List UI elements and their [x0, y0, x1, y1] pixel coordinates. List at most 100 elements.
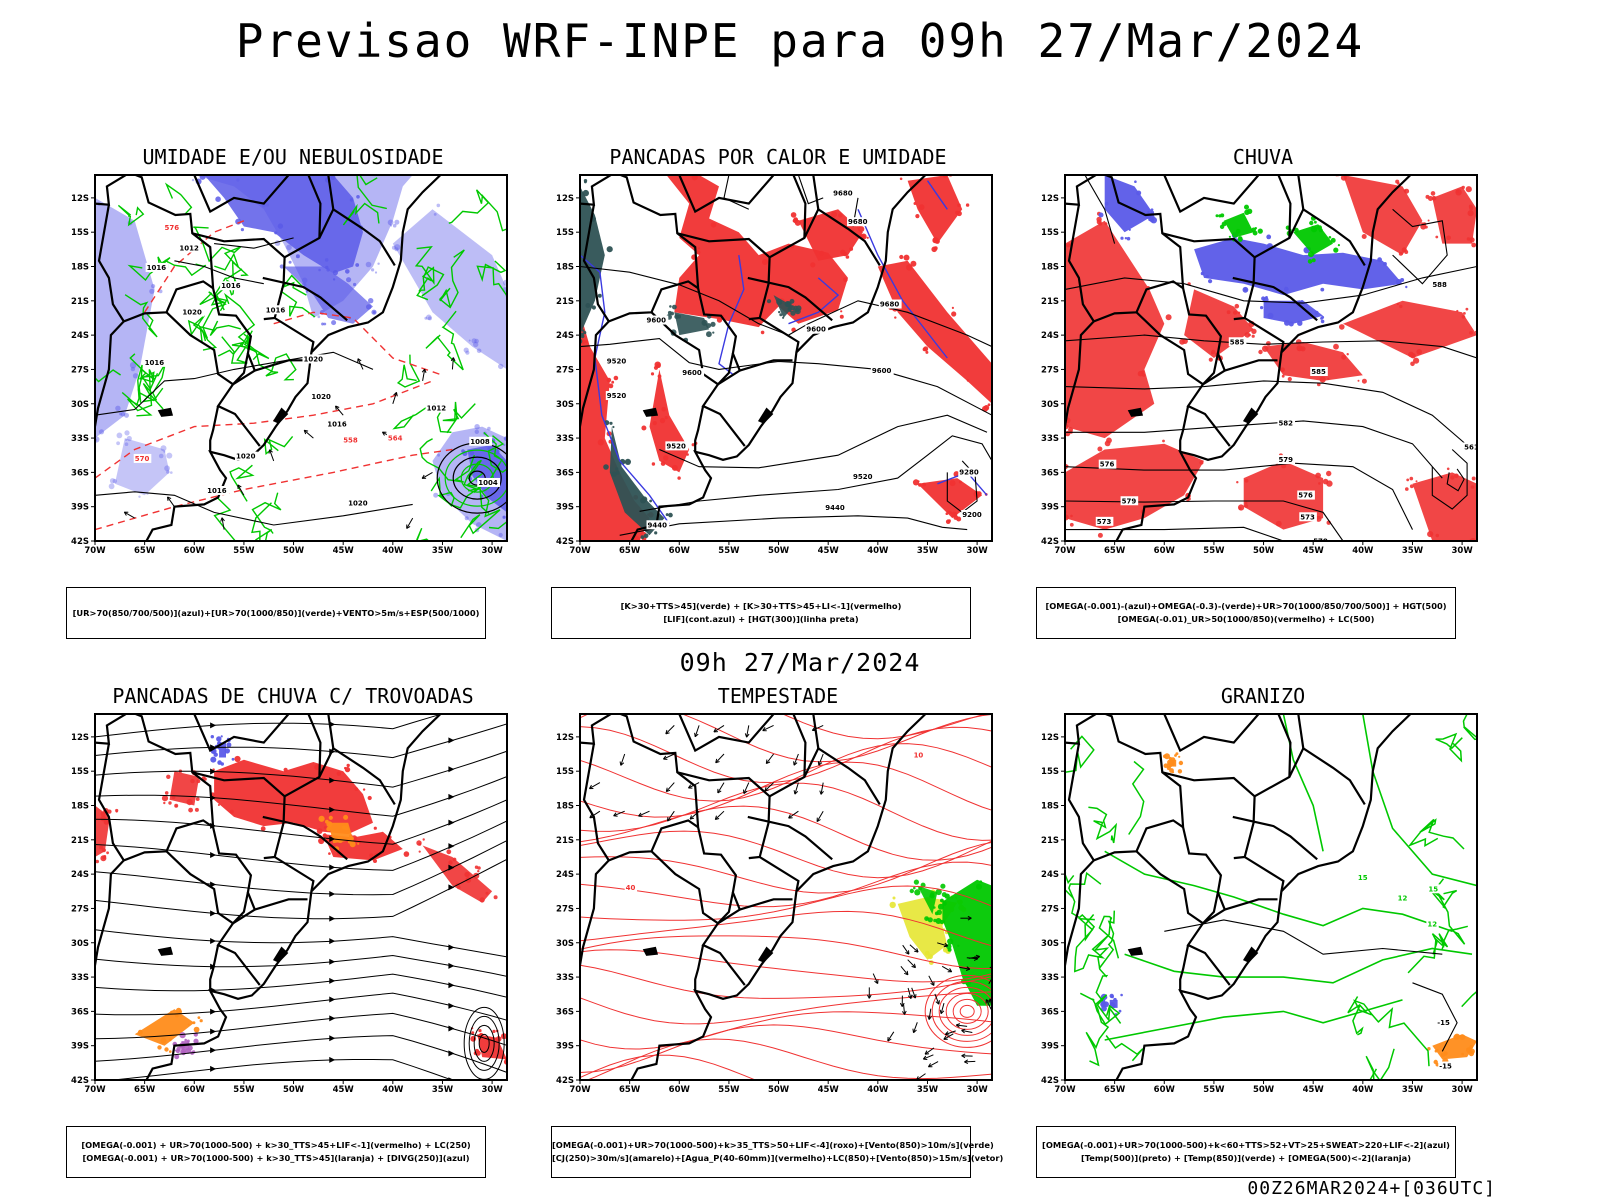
streamline-arrow	[448, 864, 455, 871]
field-speck	[663, 455, 669, 461]
field-speck	[465, 350, 470, 355]
panel-title: PANCADAS POR CALOR E UMIDADE	[609, 145, 947, 169]
country-border	[95, 859, 125, 972]
field-speck	[1120, 993, 1123, 997]
field-speck	[1068, 427, 1073, 433]
streamline-arrow	[329, 777, 336, 784]
field-speck	[1427, 531, 1434, 538]
moisture-contour	[141, 363, 166, 410]
field-speck	[326, 268, 330, 272]
field-speck	[319, 818, 323, 822]
contour-label: 10	[914, 751, 924, 759]
wind-vector-head	[717, 788, 722, 794]
field-speck	[1454, 473, 1459, 479]
field-speck	[1284, 286, 1289, 292]
contour-label-bg	[1436, 1018, 1454, 1028]
moisture-contour	[137, 377, 164, 403]
lon-label: 30W	[1451, 546, 1473, 556]
wind-vector	[765, 753, 774, 764]
country-border	[284, 746, 396, 805]
moisture-contour	[213, 497, 237, 541]
lake	[642, 946, 659, 956]
field-speck	[316, 828, 323, 834]
field-area	[1263, 300, 1324, 324]
field-area	[917, 478, 983, 519]
lon-label: 45W	[333, 1085, 355, 1095]
field-speck	[1461, 1052, 1464, 1056]
wind-vector	[794, 782, 799, 795]
wind-vector-head	[663, 755, 668, 760]
moisture-contour	[1079, 992, 1110, 1067]
field-speck	[174, 1049, 177, 1052]
country-border	[747, 815, 833, 861]
lat-label: 24S	[1041, 331, 1059, 341]
country-border	[792, 175, 807, 238]
streamline-arrow	[448, 737, 455, 744]
wind-vector	[663, 753, 675, 760]
streamline	[95, 954, 507, 977]
cyclone-contour	[452, 456, 502, 500]
contour-label: 12	[1398, 894, 1408, 902]
field-speck	[659, 417, 666, 424]
field-speck	[1435, 533, 1439, 538]
field-speck	[475, 1050, 481, 1056]
contour-label: 1016	[147, 264, 167, 272]
wind-vector	[1010, 966, 1015, 976]
streamline-arrow	[210, 937, 217, 944]
field-speck	[191, 178, 195, 182]
contour-label-bg	[206, 485, 229, 495]
field-speck	[98, 429, 105, 435]
field-speck	[163, 801, 166, 805]
field-speck	[325, 819, 329, 824]
moisture-contour	[193, 226, 242, 271]
field-speck	[1480, 327, 1482, 329]
field-speck	[1361, 378, 1367, 384]
lon-label: 60W	[184, 546, 206, 556]
lake	[642, 407, 659, 417]
field-speck	[166, 470, 170, 474]
height-contour	[580, 338, 992, 416]
field-speck	[1233, 310, 1238, 315]
field-speck	[1251, 328, 1257, 334]
field-speck	[1226, 310, 1231, 315]
field-speck	[151, 284, 156, 289]
wind-vector-head	[1008, 950, 1012, 954]
field-speck	[710, 321, 716, 327]
lon-label: 65W	[134, 546, 156, 556]
field-speck	[582, 189, 589, 197]
field-speck	[1383, 262, 1387, 266]
field-speck	[1403, 189, 1407, 192]
contour-label-bg	[1463, 442, 1477, 452]
map-canvas: 588 585 585 582 579 579 576 576 573 573 570 561 12S 1…	[1041, 174, 1482, 556]
field-area	[580, 186, 605, 336]
wind-vector-head	[943, 1035, 948, 1040]
field-speck	[1165, 314, 1172, 321]
field-speck	[508, 458, 511, 461]
contour-label-bg	[178, 243, 202, 253]
wind-vector	[620, 753, 626, 766]
field-speck	[328, 852, 331, 855]
lat-label: 21S	[71, 297, 89, 307]
field-speck	[1476, 545, 1482, 551]
field-speck	[1395, 279, 1402, 285]
contour-label: 1008	[470, 438, 490, 446]
wind-vector-head	[762, 727, 767, 732]
field-speck	[1162, 439, 1165, 443]
contour-label: 9600	[872, 367, 892, 375]
country-border	[209, 405, 220, 452]
field-speck	[716, 317, 723, 323]
contour-label-bg	[646, 520, 670, 530]
height-contour	[619, 515, 968, 536]
moisture-contour	[1407, 818, 1465, 850]
field-speck	[1311, 258, 1316, 263]
field-speck	[330, 175, 336, 180]
contour-label: 1020	[311, 393, 331, 401]
field-area	[1343, 175, 1423, 256]
streamline-arrow	[448, 884, 455, 891]
field-speck	[641, 425, 647, 431]
field-speck	[446, 849, 452, 855]
field-speck	[932, 237, 938, 244]
field-speck	[665, 513, 669, 517]
contour-label: 40	[626, 884, 636, 892]
field-speck	[1244, 504, 1249, 508]
